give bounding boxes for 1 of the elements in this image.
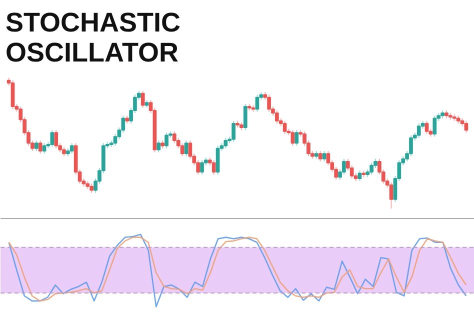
chart-title: STOCHASTIC OSCILLATOR — [6, 8, 181, 68]
